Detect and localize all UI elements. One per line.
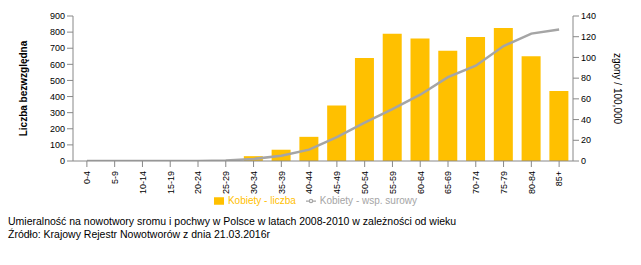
svg-text:60: 60: [581, 94, 591, 104]
svg-text:85+: 85+: [555, 171, 565, 186]
svg-text:35-39: 35-39: [277, 171, 287, 194]
svg-text:70-74: 70-74: [471, 171, 481, 194]
svg-text:100: 100: [50, 140, 65, 150]
html-text:Kobiety - liczba: Kobiety - liczba: [228, 195, 296, 206]
svg-text:700: 700: [50, 43, 65, 53]
svg-text:15-19: 15-19: [166, 171, 176, 194]
svg-text:10-14: 10-14: [138, 171, 148, 194]
svg-text:20-24: 20-24: [193, 171, 203, 194]
svg-text:5-9: 5-9: [110, 171, 120, 184]
svg-text:600: 600: [50, 60, 65, 70]
svg-text:40-44: 40-44: [305, 171, 315, 194]
svg-text:50-54: 50-54: [360, 171, 370, 194]
svg-text:55-59: 55-59: [388, 171, 398, 194]
svg-text:100: 100: [581, 53, 596, 63]
svg-text:65-69: 65-69: [443, 171, 453, 194]
svg-text:140: 140: [581, 11, 596, 21]
svg-text:Liczba bezwzględna: Liczba bezwzględna: [18, 40, 29, 136]
svg-text:45-49: 45-49: [332, 171, 342, 194]
svg-text:40: 40: [581, 115, 591, 125]
svg-text:75-79: 75-79: [499, 171, 509, 194]
svg-text:200: 200: [50, 124, 65, 134]
svg-text:900: 900: [50, 11, 65, 21]
svg-text:20: 20: [581, 135, 591, 145]
svg-text:80-84: 80-84: [527, 171, 537, 194]
svg-text:500: 500: [50, 76, 65, 86]
svg-text:80: 80: [581, 73, 591, 83]
svg-text:0-4: 0-4: [82, 171, 92, 184]
svg-text:25-29: 25-29: [221, 171, 231, 194]
svg-text:400: 400: [50, 92, 65, 102]
svg-text:0: 0: [60, 156, 65, 166]
html-text:Kobiety - wsp. surowy: Kobiety - wsp. surowy: [319, 195, 417, 206]
svg-text:800: 800: [50, 27, 65, 37]
svg-text:0: 0: [581, 156, 586, 166]
svg-text:300: 300: [50, 108, 65, 118]
html-text:Źródło: Krajowy Rejestr Nowotw: Źródło: Krajowy Rejestr Nowotworów z dni…: [8, 228, 270, 240]
html-text:Umieralność na nowotwory sromu: Umieralność na nowotwory sromu i pochwy …: [8, 215, 457, 227]
svg-text:60-64: 60-64: [416, 171, 426, 194]
svg-text:120: 120: [581, 32, 596, 42]
svg-text:30-34: 30-34: [249, 171, 259, 194]
svg-text:zgony / 100,000: zgony / 100,000: [612, 53, 623, 125]
